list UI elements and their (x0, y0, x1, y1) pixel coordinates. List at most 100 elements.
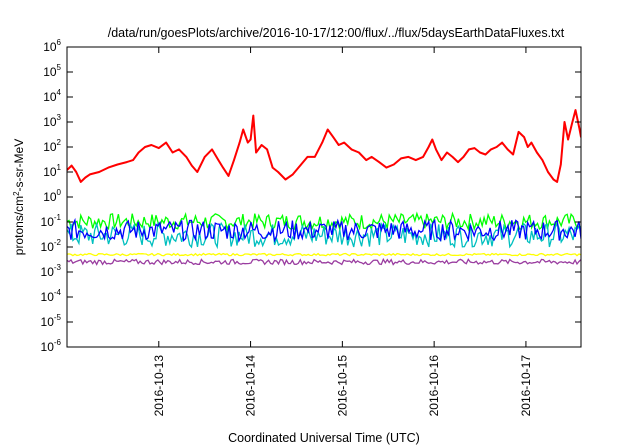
y-tick-exponent: 0 (57, 188, 62, 197)
y-tick-base: 10 (43, 65, 57, 79)
series-point (306, 156, 309, 158)
y-tick-base: 10 (41, 265, 55, 279)
series-point (314, 156, 316, 158)
series-point (358, 151, 360, 154)
x-axis-label: Coordinated Universal Time (UTC) (228, 431, 420, 445)
series-point (427, 146, 430, 148)
y-tick-label: 10-2 (41, 238, 62, 254)
series-point (571, 123, 573, 126)
series-point (238, 141, 241, 144)
y-tick-base: 10 (41, 340, 55, 354)
y-tick-base: 10 (43, 90, 57, 104)
series-point (321, 141, 324, 144)
series-point (247, 141, 249, 144)
y-tick-exponent: -3 (54, 263, 62, 272)
y-tick-base: 10 (41, 240, 55, 254)
series-point (217, 159, 220, 161)
series-point (407, 156, 410, 158)
series-point (266, 148, 268, 151)
y-tick-base: 10 (43, 190, 57, 204)
series-point (89, 173, 91, 176)
series-point (378, 161, 380, 163)
series-point (125, 161, 128, 163)
y-tick-label: 106 (43, 38, 61, 54)
series-point (574, 109, 577, 111)
y-tick-exponent: 1 (57, 163, 62, 172)
series-point (203, 156, 206, 158)
series-point (490, 148, 492, 151)
series-point (451, 156, 454, 158)
y-tick-exponent: -2 (54, 238, 62, 247)
series-point (563, 121, 566, 123)
series-line-red (67, 109, 581, 183)
series-point (116, 163, 119, 166)
series-point (400, 157, 402, 160)
y-axis-label-sup: 2 (12, 191, 21, 196)
series-point (292, 173, 294, 176)
x-tick-label: 2016-10-13 (152, 355, 166, 417)
series-point (446, 151, 448, 154)
series-point (233, 159, 235, 161)
y-tick-label: 104 (43, 88, 61, 104)
series-point (495, 146, 498, 148)
series-point (196, 171, 199, 173)
series-point (271, 166, 274, 169)
series-point (512, 153, 514, 156)
series-point (473, 147, 476, 149)
y-tick-label: 105 (43, 63, 61, 79)
x-axis-ticks: 2016-10-13 2016-10-14 2016-10-15 2016-10-16… (152, 47, 533, 416)
y-tick-exponent: -1 (54, 213, 62, 222)
y-tick-base: 10 (41, 215, 55, 229)
y-axis-label-pre: protons/cm (12, 196, 26, 255)
y-tick-label: 102 (43, 138, 61, 154)
y-tick-base: 10 (43, 165, 57, 179)
y-tick-exponent: 6 (57, 38, 62, 47)
series-point (567, 138, 569, 141)
y-tick-exponent: 3 (57, 113, 62, 122)
x-tick-label: 2016-10-17 (519, 355, 533, 417)
series-point (227, 175, 230, 177)
series-point (556, 181, 558, 183)
series-point (158, 147, 160, 149)
y-tick-exponent: -5 (54, 313, 62, 322)
series-point (343, 141, 346, 144)
series-point (326, 128, 329, 131)
series-point (457, 161, 459, 163)
series-point (98, 171, 100, 173)
y-axis-label-post: -s-sr-MeV (12, 139, 26, 192)
series-point (468, 148, 470, 151)
x-tick-label: 2016-10-15 (335, 355, 349, 417)
series-point (484, 153, 487, 156)
y-tick-label: 10-4 (41, 288, 62, 304)
series-point (530, 141, 533, 144)
series-point (560, 163, 562, 166)
series-point (80, 181, 82, 183)
y-tick-base: 10 (43, 140, 57, 154)
series-point (107, 166, 110, 169)
series-line-band-4 (67, 257, 581, 267)
y-tick-exponent: -4 (54, 288, 62, 297)
series-point (431, 138, 434, 141)
series-point (337, 144, 340, 146)
series-point (365, 159, 368, 161)
series-point (332, 136, 335, 138)
series-point (415, 159, 417, 161)
series-point (252, 114, 255, 117)
y-axis-label: protons/cm2-s-sr-MeV (12, 139, 27, 255)
series-point (393, 163, 395, 166)
series-layer (67, 109, 581, 267)
chart-title: /data/run/goesPlots/archive/2016-10-17/1… (108, 26, 565, 40)
y-tick-label: 10-3 (41, 263, 62, 279)
y-tick-base: 10 (43, 40, 57, 54)
series-point (440, 159, 443, 161)
y-tick-label: 100 (43, 188, 61, 204)
series-point (536, 151, 538, 154)
series-point (84, 176, 87, 179)
series-point (527, 146, 529, 148)
y-tick-base: 10 (43, 115, 57, 129)
series-point (249, 138, 252, 141)
series-point (171, 151, 174, 154)
series-point (385, 166, 388, 169)
series-point (547, 171, 549, 173)
